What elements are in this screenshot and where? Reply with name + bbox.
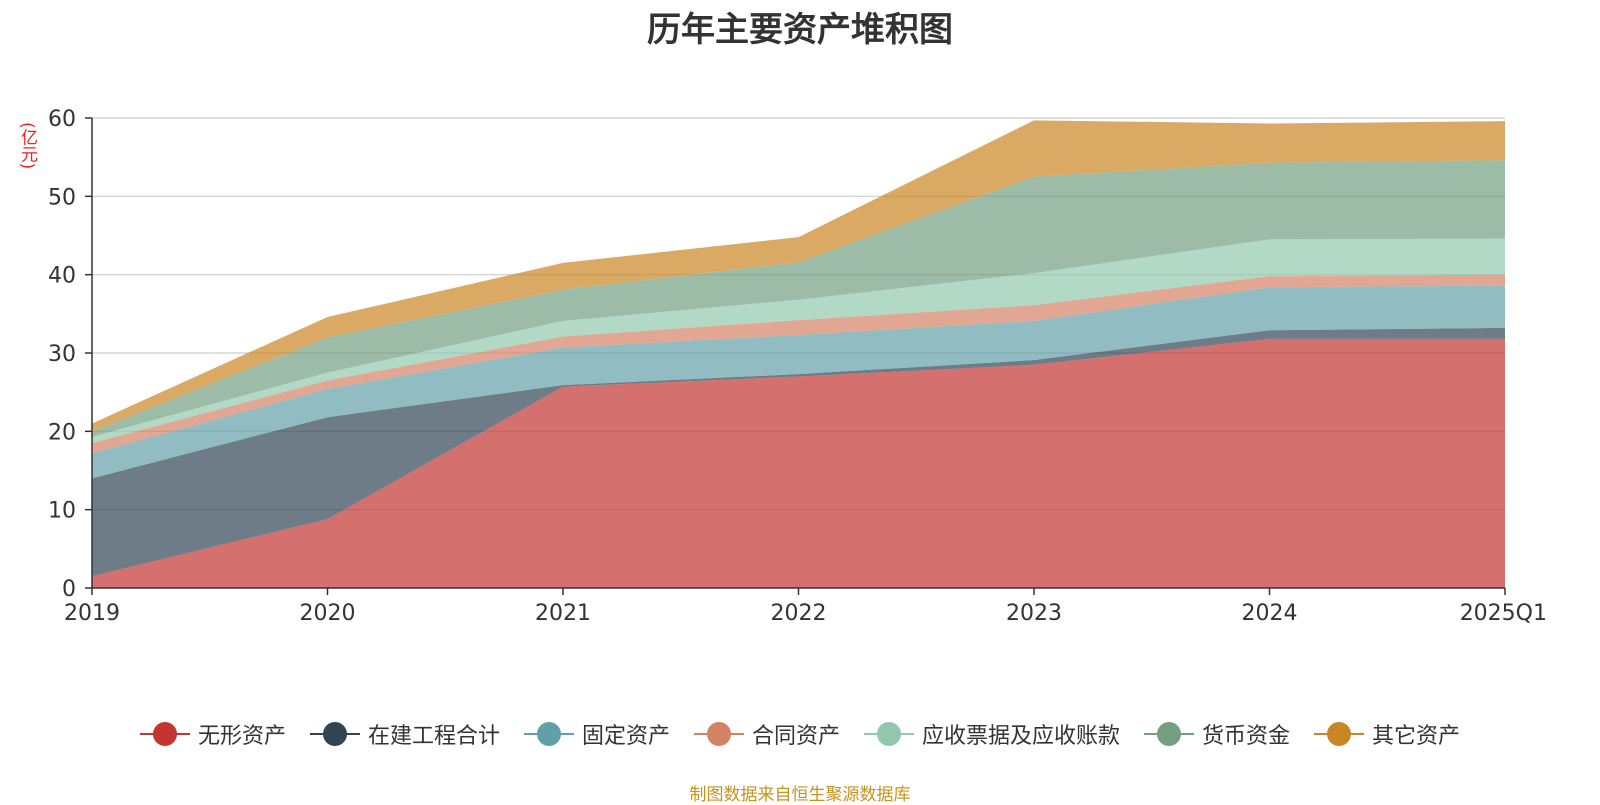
x-tick-label-4: 2023: [1006, 601, 1062, 626]
legend-label: 应收票据及应收账款: [922, 718, 1120, 750]
y-tick-label-40: 40: [48, 264, 76, 289]
legend-label: 无形资产: [198, 718, 286, 750]
legend-marker-dot: [707, 722, 731, 746]
x-tick-label-5: 2024: [1242, 601, 1298, 626]
legend: 无形资产 在建工程合计 固定资产 合同资产 应收票据及应收账款 货币资金 其它资产: [0, 718, 1600, 750]
legend-item-0[interactable]: 无形资产: [140, 718, 286, 750]
y-tick-label-30: 30: [48, 342, 76, 367]
legend-item-2[interactable]: 固定资产: [524, 718, 670, 750]
y-tick-label-60: 60: [48, 107, 76, 132]
x-tick-label-0: 2019: [64, 601, 120, 626]
legend-marker-icon: [1144, 722, 1194, 746]
legend-marker-dot: [1157, 722, 1181, 746]
legend-item-6[interactable]: 其它资产: [1314, 718, 1460, 750]
legend-marker-dot: [877, 722, 901, 746]
legend-marker-icon: [310, 722, 360, 746]
x-tick-label-1: 2020: [300, 601, 356, 626]
legend-label: 固定资产: [582, 718, 670, 750]
legend-marker-dot: [323, 722, 347, 746]
legend-item-1[interactable]: 在建工程合计: [310, 718, 500, 750]
y-tick-label-0: 0: [62, 577, 76, 602]
x-tick-label-3: 2022: [771, 601, 827, 626]
x-tick-label-2: 2021: [535, 601, 591, 626]
legend-label: 其它资产: [1372, 718, 1460, 750]
stacked-area-chart: 0 10 20 30 40 50 60 2019 2020 2021 2022 2023 2024 202…: [0, 0, 1600, 700]
y-tick-label-10: 10: [48, 499, 76, 524]
y-tick-label-50: 50: [48, 185, 76, 210]
legend-marker-icon: [864, 722, 914, 746]
legend-label: 合同资产: [752, 718, 840, 750]
legend-item-3[interactable]: 合同资产: [694, 718, 840, 750]
legend-marker-icon: [524, 722, 574, 746]
legend-item-5[interactable]: 货币资金: [1144, 718, 1290, 750]
legend-marker-dot: [153, 722, 177, 746]
legend-marker-icon: [1314, 722, 1364, 746]
legend-label: 货币资金: [1202, 718, 1290, 750]
legend-marker-dot: [1327, 722, 1351, 746]
legend-marker-dot: [537, 722, 561, 746]
legend-marker-icon: [694, 722, 744, 746]
x-tick-label-6: 2025Q1: [1460, 601, 1547, 626]
y-tick-label-20: 20: [48, 420, 76, 445]
legend-label: 在建工程合计: [368, 718, 500, 750]
area-series: [92, 120, 1505, 588]
legend-item-4[interactable]: 应收票据及应收账款: [864, 718, 1120, 750]
source-note: 制图数据来自恒生聚源数据库: [0, 780, 1600, 805]
legend-marker-icon: [140, 722, 190, 746]
